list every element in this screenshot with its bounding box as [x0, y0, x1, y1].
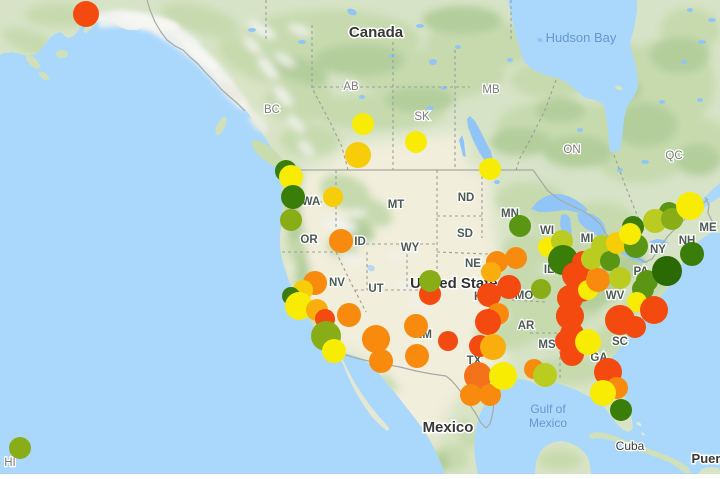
svg-text:SC: SC — [612, 336, 628, 348]
svg-text:Gulf of: Gulf of — [530, 402, 566, 416]
svg-text:Canada: Canada — [349, 24, 404, 41]
svg-text:ON: ON — [563, 144, 580, 156]
svg-text:MI: MI — [581, 233, 594, 245]
svg-text:HI: HI — [4, 457, 16, 469]
svg-text:BC: BC — [264, 104, 280, 116]
svg-text:Hudson Bay: Hudson Bay — [546, 30, 617, 45]
svg-text:ME: ME — [699, 222, 717, 234]
svg-text:OR: OR — [300, 234, 318, 246]
svg-text:Mexico: Mexico — [529, 416, 567, 430]
svg-text:NY: NY — [650, 244, 666, 256]
svg-text:WY: WY — [401, 242, 420, 254]
svg-text:WI: WI — [540, 225, 554, 237]
svg-text:Puer: Puer — [692, 451, 720, 466]
svg-text:AR: AR — [518, 320, 535, 332]
svg-text:NE: NE — [465, 258, 481, 270]
svg-text:MT: MT — [388, 199, 405, 211]
svg-text:SK: SK — [414, 111, 430, 123]
svg-text:MB: MB — [482, 84, 500, 96]
svg-text:WA: WA — [302, 196, 321, 208]
svg-text:ND: ND — [458, 192, 475, 204]
svg-text:MS: MS — [538, 339, 556, 351]
svg-text:ID: ID — [354, 236, 366, 248]
svg-text:AB: AB — [343, 81, 359, 93]
svg-text:NV: NV — [329, 277, 345, 289]
svg-text:SD: SD — [457, 228, 473, 240]
svg-text:WV: WV — [606, 290, 625, 302]
svg-text:QC: QC — [665, 150, 682, 162]
svg-text:Mexico: Mexico — [423, 419, 474, 436]
svg-text:UT: UT — [368, 283, 383, 295]
svg-text:Cuba: Cuba — [616, 439, 645, 453]
